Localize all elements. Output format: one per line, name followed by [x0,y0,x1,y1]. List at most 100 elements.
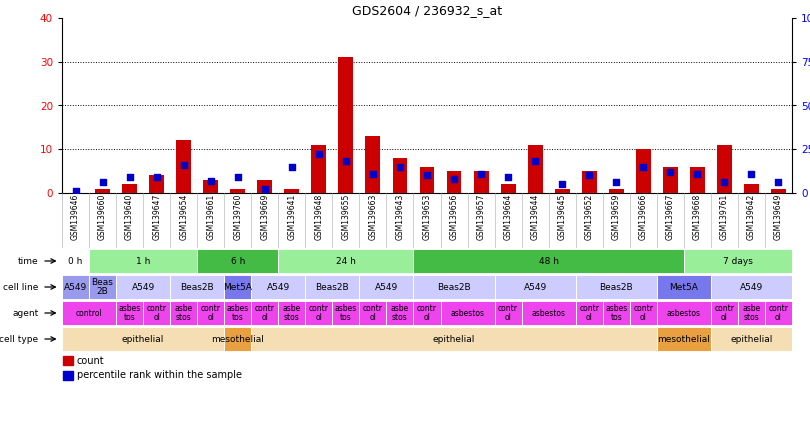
Bar [360,301,386,325]
Text: epithelial: epithelial [731,334,773,344]
Bar [116,275,170,299]
Bar [63,356,73,365]
Text: GSM139666: GSM139666 [639,194,648,241]
Bar [420,167,434,193]
Bar [657,301,711,325]
Bar [474,171,488,193]
Text: Beas
2B: Beas 2B [92,278,113,296]
Bar [393,158,407,193]
Point [529,158,542,165]
Bar [365,136,381,193]
Bar [305,301,332,325]
Bar [62,327,224,351]
Text: contr
ol: contr ol [714,304,735,322]
Text: GSM139646: GSM139646 [71,194,80,241]
Text: GSM139640: GSM139640 [125,194,134,241]
Text: asbe
stos: asbe stos [283,304,301,322]
Text: contr
ol: contr ol [309,304,329,322]
Text: GSM139655: GSM139655 [341,194,351,241]
Bar [386,301,413,325]
Bar [311,145,326,193]
Bar [582,171,597,193]
Bar [63,371,73,380]
Text: contr
ol: contr ol [633,304,654,322]
Text: GSM139648: GSM139648 [314,194,323,240]
Bar [224,301,251,325]
Text: Beas2B: Beas2B [316,282,349,292]
Bar [711,301,738,325]
Bar [339,57,353,193]
Text: asbe
stos: asbe stos [391,304,409,322]
Text: GSM139649: GSM139649 [774,194,783,241]
Bar [224,327,251,351]
Bar [495,275,576,299]
Bar [495,301,522,325]
Bar [332,301,360,325]
Text: asbe
stos: asbe stos [742,304,761,322]
Text: time: time [18,257,38,266]
Bar [149,175,164,193]
Bar [62,301,116,325]
Bar [555,189,569,193]
Bar [576,301,603,325]
Text: 7 days: 7 days [723,257,752,266]
Bar [95,189,110,193]
Bar [230,189,245,193]
Bar [89,275,116,299]
Text: asbes
tos: asbes tos [227,304,249,322]
Text: contr
ol: contr ol [417,304,437,322]
Text: contr
ol: contr ol [498,304,518,322]
Point [582,172,595,179]
Text: GSM139641: GSM139641 [288,194,296,240]
Point [69,188,82,195]
Bar [738,301,765,325]
Bar [203,180,218,193]
Text: contr
ol: contr ol [579,304,599,322]
Point [664,168,677,175]
Point [475,170,488,177]
Text: Met5A: Met5A [224,282,252,292]
Text: mesothelial: mesothelial [658,334,710,344]
Bar [636,149,650,193]
Text: contr
ol: contr ol [255,304,275,322]
Text: GSM139664: GSM139664 [504,194,513,241]
Bar [284,189,299,193]
Text: GSM139657: GSM139657 [476,194,485,241]
Point [313,151,326,158]
Text: A549: A549 [64,282,87,292]
Bar [251,327,657,351]
Bar [170,275,224,299]
Text: asbestos: asbestos [531,309,565,317]
Bar [711,327,792,351]
Text: contr
ol: contr ol [201,304,220,322]
Point [366,170,379,177]
Bar [62,275,89,299]
Bar [62,249,89,273]
Text: GSM139652: GSM139652 [585,194,594,240]
Bar [279,249,413,273]
Text: 1 h: 1 h [136,257,151,266]
Bar [122,184,137,193]
Bar [630,301,657,325]
Point [394,163,407,170]
Text: asbes
tos: asbes tos [605,304,628,322]
Text: GSM139669: GSM139669 [260,194,269,241]
Bar [413,301,441,325]
Point [285,163,298,170]
Bar [527,145,543,193]
Text: GSM139663: GSM139663 [369,194,377,241]
Text: GSM139656: GSM139656 [450,194,458,241]
Text: contr
ol: contr ol [147,304,167,322]
Text: A549: A549 [266,282,290,292]
Bar [143,301,170,325]
Text: 48 h: 48 h [539,257,559,266]
Point [501,174,514,181]
Text: GSM139643: GSM139643 [395,194,404,241]
Text: contr
ol: contr ol [769,304,788,322]
Text: epithelial: epithelial [433,334,475,344]
Text: GSM139642: GSM139642 [747,194,756,240]
Text: asbestos: asbestos [667,309,701,317]
Point [177,162,190,169]
Bar [771,189,786,193]
Text: agent: agent [12,309,38,317]
